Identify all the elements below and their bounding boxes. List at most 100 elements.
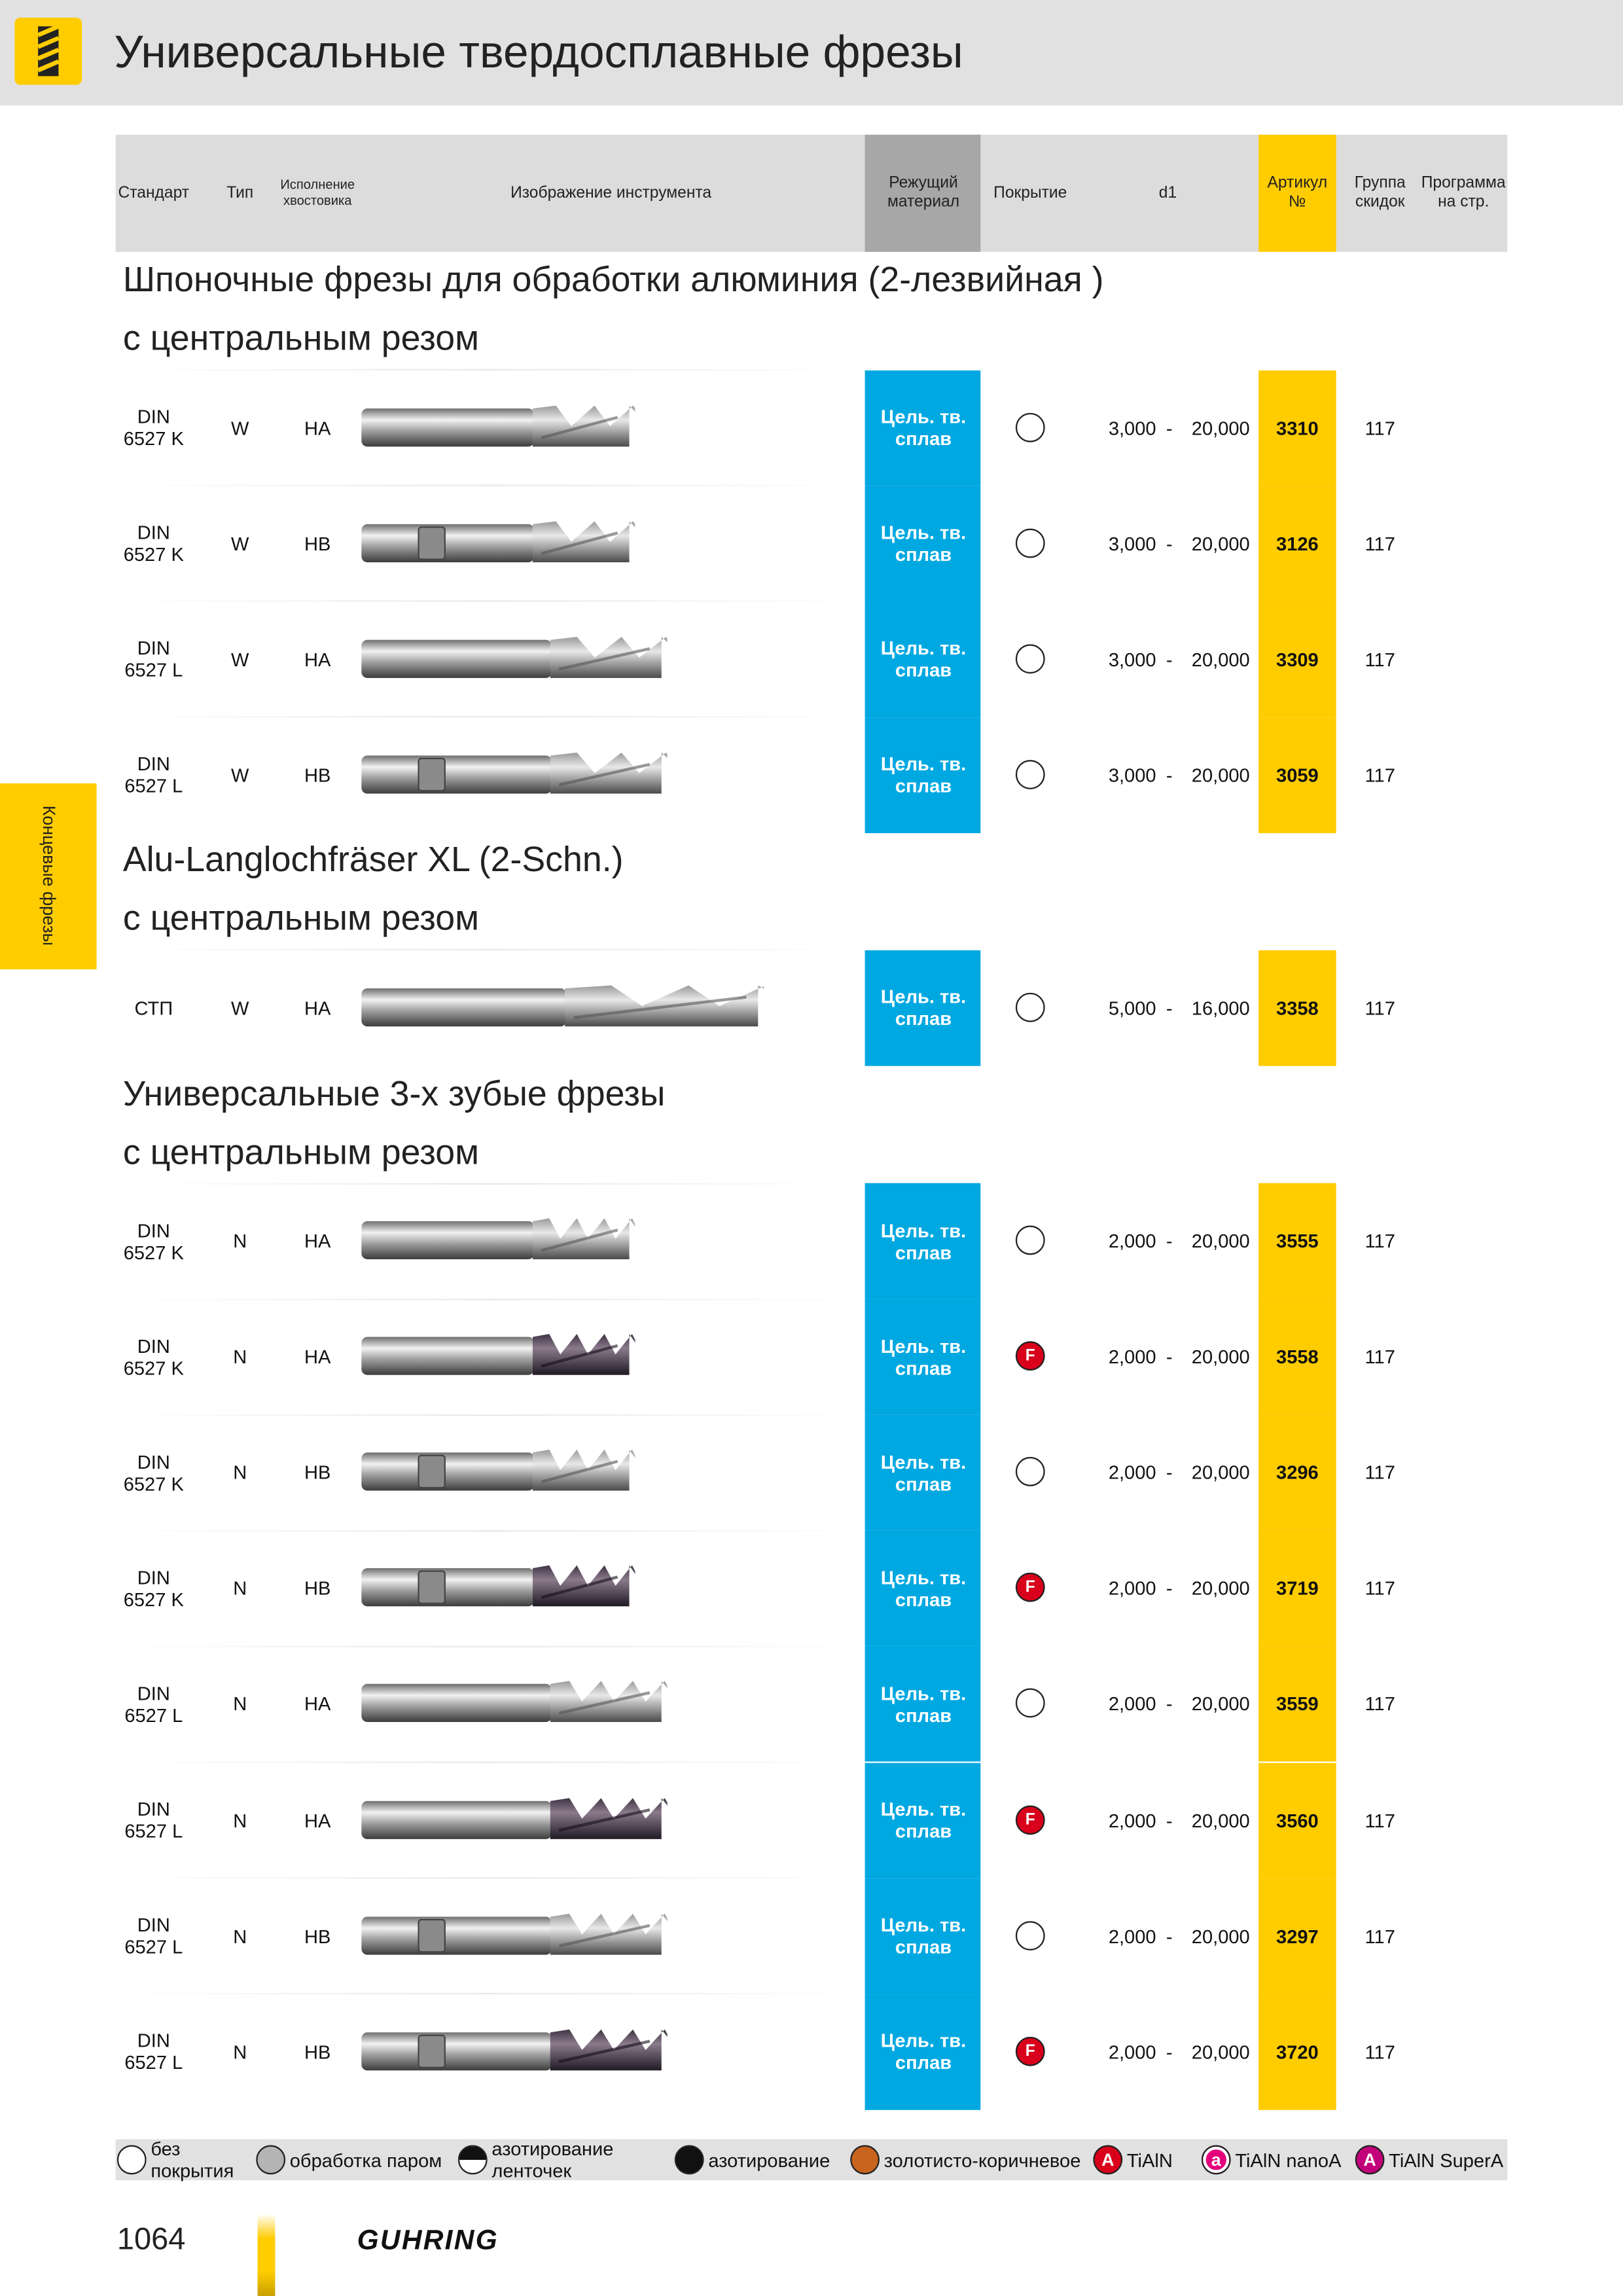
row-separator — [115, 1298, 865, 1300]
d1-separator: - — [1166, 1462, 1173, 1484]
material: Цель. тв. сплав — [880, 1450, 967, 1495]
standard: DIN 6527 K — [123, 1219, 184, 1263]
d1-max: 20,000 — [1191, 2041, 1250, 2063]
shank: HA — [304, 416, 331, 439]
article: 3296 — [1276, 1462, 1319, 1484]
d1-min: 3,000 — [1108, 532, 1156, 555]
shank: HB — [304, 532, 331, 555]
tool-image — [361, 636, 668, 678]
d1-separator: - — [1166, 1693, 1173, 1715]
d1-max: 20,000 — [1191, 1809, 1250, 1831]
tool-image — [361, 2029, 668, 2070]
material-cell-bg — [865, 1183, 981, 1299]
header-bar — [0, 0, 1623, 106]
section-title: Универсальные 3-х зубые фрезы — [122, 1073, 666, 1114]
legend-icon — [116, 2145, 147, 2175]
d1-separator: - — [1166, 1230, 1173, 1252]
article: 3059 — [1276, 764, 1319, 787]
column-header: Исполнение хвостовика — [280, 177, 355, 208]
d1-max: 20,000 — [1191, 416, 1250, 439]
standard: DIN 6527 K — [123, 1566, 184, 1611]
standard: СТП — [134, 997, 173, 1019]
header-material-bg — [865, 134, 981, 252]
tool-image — [361, 985, 764, 1027]
d1-max: 20,000 — [1191, 532, 1250, 555]
row-separator — [115, 1761, 865, 1763]
type: N — [233, 1230, 247, 1252]
article: 3555 — [1276, 1230, 1319, 1252]
legend-label: обработка паром — [289, 2149, 442, 2171]
row-separator — [115, 368, 865, 371]
type: N — [233, 1925, 247, 1947]
article-cell-bg — [1258, 950, 1336, 1066]
d1-min: 3,000 — [1108, 648, 1156, 671]
coating-icon — [1015, 992, 1045, 1022]
type: N — [233, 2041, 247, 2063]
material-cell-bg — [865, 717, 981, 833]
coating-icon — [1015, 528, 1045, 558]
column-header: Режущий материал — [887, 174, 960, 211]
d1-min: 3,000 — [1108, 764, 1156, 787]
shank: HA — [304, 997, 331, 1019]
d1-max: 20,000 — [1191, 1346, 1250, 1368]
shank: HB — [304, 764, 331, 787]
standard: DIN 6527 L — [124, 1798, 183, 1842]
tool-image — [361, 752, 668, 794]
legend-label: без покрытия — [151, 2138, 234, 2182]
material: Цель. тв. сплав — [880, 1219, 967, 1263]
tool-image — [361, 1334, 635, 1376]
type: N — [233, 1346, 247, 1368]
d1-separator: - — [1166, 1925, 1173, 1947]
d1-max: 20,000 — [1191, 1462, 1250, 1484]
material-cell-bg — [865, 1414, 981, 1531]
catalog-page: 117 — [1364, 648, 1395, 671]
row-separator — [115, 949, 865, 951]
d1-separator: - — [1166, 1577, 1173, 1600]
article-cell-bg — [1258, 1183, 1336, 1299]
shank: HA — [304, 1693, 331, 1715]
side-tab — [0, 783, 97, 970]
side-tab-label: Концевые фрезы — [39, 805, 60, 946]
logo-icon — [14, 17, 82, 85]
catalog-page: 117 — [1364, 1809, 1395, 1831]
material-cell-bg — [865, 1878, 981, 1994]
coating-icon: F — [1015, 1341, 1045, 1371]
d1-min: 2,000 — [1108, 1577, 1156, 1600]
d1-min: 5,000 — [1108, 997, 1156, 1019]
d1-separator: - — [1166, 532, 1173, 555]
shank: HA — [304, 1346, 331, 1368]
coating-icon: F — [1015, 1804, 1045, 1835]
type: W — [231, 764, 249, 787]
row-separator — [115, 1645, 865, 1647]
standard: DIN 6527 L — [124, 1914, 183, 1958]
standard: DIN 6527 L — [124, 753, 183, 797]
coating-icon — [1015, 1689, 1045, 1719]
column-header: d1 — [1158, 183, 1177, 202]
d1-min: 3,000 — [1108, 416, 1156, 439]
catalog-page: 117 — [1364, 764, 1395, 787]
d1-min: 2,000 — [1108, 1230, 1156, 1252]
tool-image — [361, 1450, 635, 1492]
legend-icon — [850, 2145, 880, 2175]
standard: DIN 6527 K — [123, 1450, 184, 1495]
material-cell-bg — [865, 485, 981, 601]
material: Цель. тв. сплав — [880, 1566, 967, 1611]
article: 3720 — [1276, 2041, 1319, 2063]
row-separator — [115, 1993, 865, 1995]
column-header: Изображение инструмента — [510, 183, 712, 202]
shank: HA — [304, 648, 331, 671]
catalog-page: 117 — [1364, 416, 1395, 439]
coating-icon: F — [1015, 2036, 1045, 2066]
d1-min: 2,000 — [1108, 1925, 1156, 1947]
section-title: с центральным резом — [122, 319, 480, 359]
coating-icon — [1015, 759, 1045, 789]
legend-label: азотирование — [708, 2149, 830, 2171]
standard: DIN 6527 K — [123, 521, 184, 565]
d1-min: 2,000 — [1108, 1693, 1156, 1715]
section-title: с центральным резом — [122, 899, 480, 939]
catalog-page: 117 — [1364, 1925, 1395, 1947]
material: Цель. тв. сплав — [880, 637, 967, 681]
legend-label: TiAlN nanoA — [1235, 2149, 1342, 2171]
article-cell-bg — [1258, 1878, 1336, 1994]
